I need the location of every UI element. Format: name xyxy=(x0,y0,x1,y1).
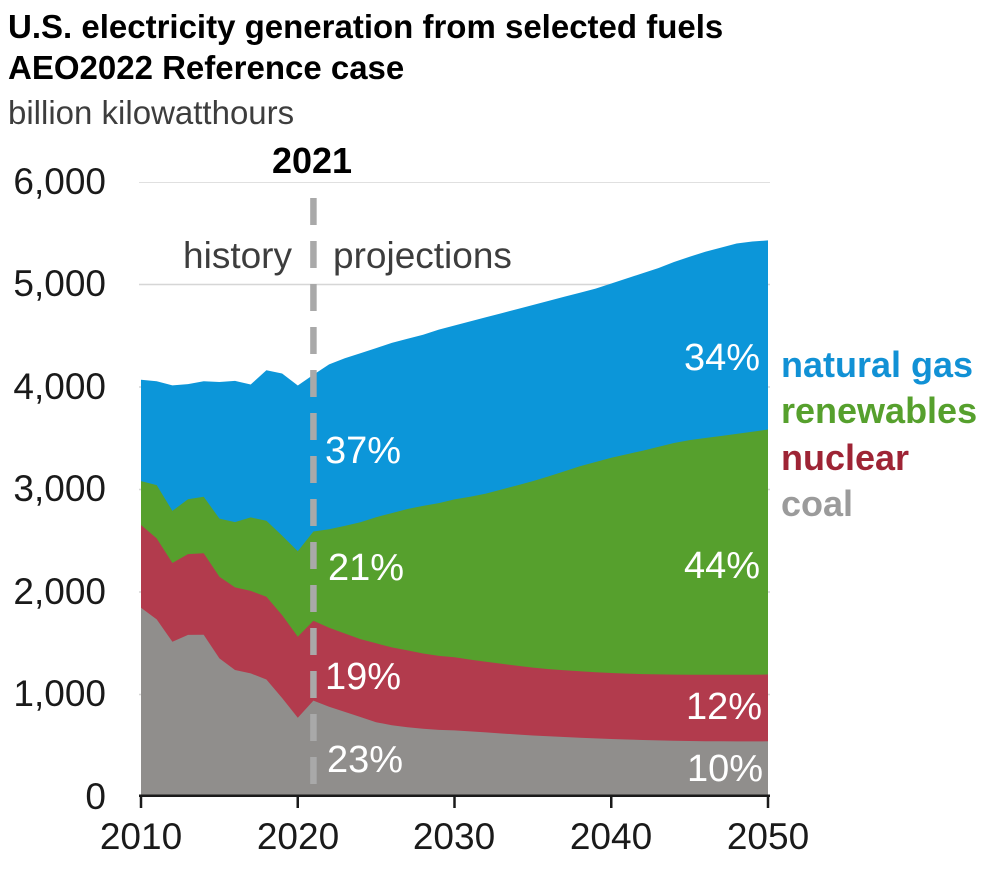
y-axis-label: 0 xyxy=(85,776,106,817)
chart-title-line1: U.S. electricity generation from selecte… xyxy=(8,8,724,45)
y-axis-label: 2,000 xyxy=(13,571,106,612)
share-label-2050-renewables: 44% xyxy=(683,545,761,587)
divider-year-label: 2021 xyxy=(271,140,353,181)
share-label-2021-renewables: 21% xyxy=(327,547,405,589)
legend-item-renewables: renewables xyxy=(781,390,978,431)
x-axis-label: 2050 xyxy=(726,816,810,857)
history-label: history xyxy=(183,235,292,276)
share-label-2021-coal: 23% xyxy=(326,739,404,781)
x-axis-label: 2030 xyxy=(412,816,496,857)
share-label-2021-natural-gas: 37% xyxy=(324,430,402,472)
share-label-2050-coal: 10% xyxy=(686,748,764,790)
share-label-2021-nuclear: 19% xyxy=(324,656,402,698)
y-axis-label: 4,000 xyxy=(13,366,106,407)
y-axis-label: 1,000 xyxy=(13,673,106,714)
plot-area xyxy=(139,182,770,812)
share-label-2050-nuclear: 12% xyxy=(685,686,763,728)
chart-units-subtitle: billion kilowatthours xyxy=(8,94,295,131)
chart-title: U.S. electricity generation from selecte… xyxy=(8,6,723,88)
y-axis-label: 6,000 xyxy=(13,161,106,202)
x-axis-label: 2020 xyxy=(256,816,340,857)
chart-title-line2: AEO2022 Reference case xyxy=(8,49,405,86)
share-label-2050-natural-gas: 34% xyxy=(683,337,761,379)
projections-label: projections xyxy=(333,235,512,276)
y-axis-label: 5,000 xyxy=(13,263,106,304)
legend-item-coal: coal xyxy=(781,483,854,524)
stacked-area-chart xyxy=(139,182,770,808)
x-axis-label: 2040 xyxy=(569,816,653,857)
legend-item-natural-gas: natural gas xyxy=(781,344,974,385)
x-axis-label: 2010 xyxy=(99,816,183,857)
legend-item-nuclear: nuclear xyxy=(781,437,910,478)
y-axis-label: 3,000 xyxy=(13,468,106,509)
